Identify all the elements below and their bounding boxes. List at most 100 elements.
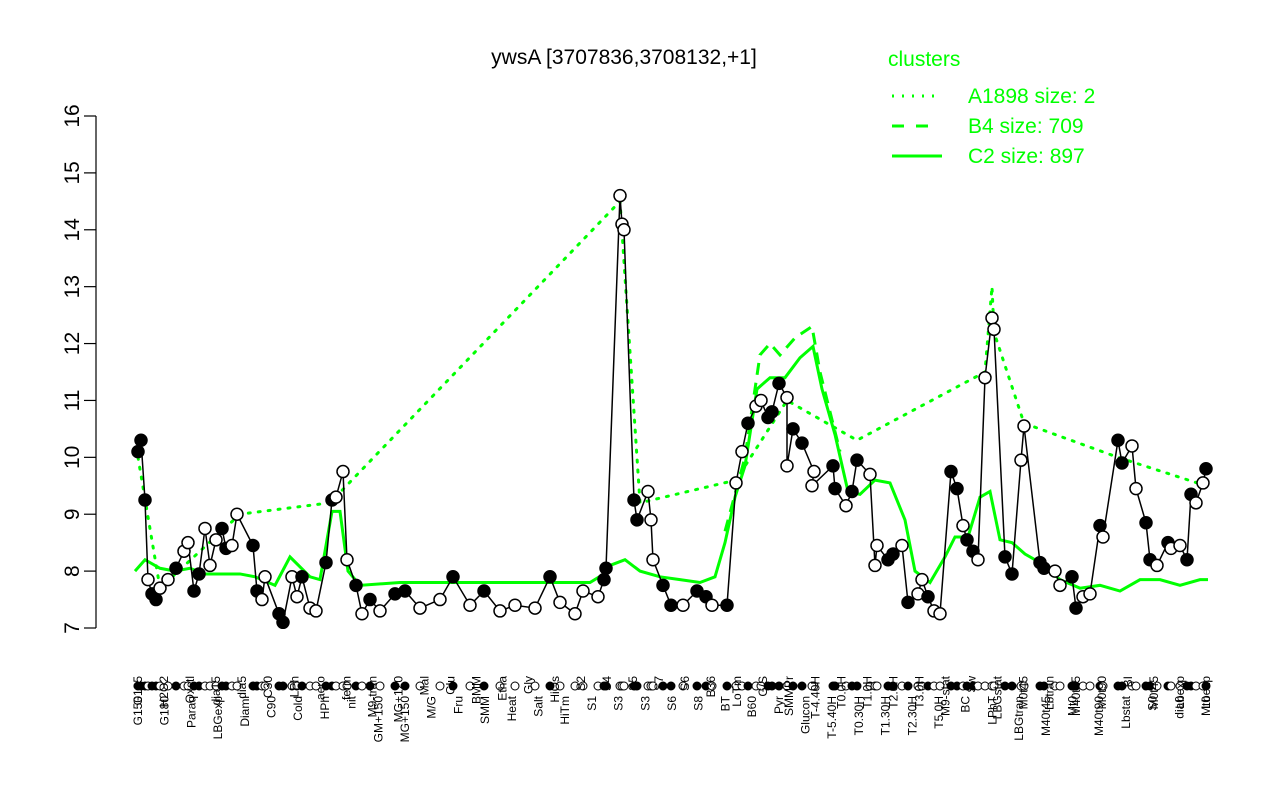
data-point [886,547,900,561]
x-tick-label: Salt [532,695,546,716]
legend-entry-b4: B4 size: 709 [968,115,1084,138]
data-point [613,188,627,203]
data-point [215,521,229,536]
legend-title: clusters [888,48,960,71]
x-tick-label: S8 [692,696,706,711]
x-tick-label: LPhT [985,695,999,724]
x-tick-label: M9-stat [939,675,953,716]
x-tick-label: T0.0H [834,676,848,709]
data-point [765,405,779,419]
rug-mark [692,681,702,691]
data-point [230,507,244,521]
data-point [664,598,678,612]
x-tick-label: T2.30H [905,696,919,735]
data-point [192,567,206,581]
data-point [644,513,658,527]
rug-mark [1117,681,1127,691]
x-tick-label: dia0 [1172,696,1186,719]
data-point [915,572,929,587]
data-point [839,498,853,513]
rug-mark [601,681,611,691]
x-tick-label: S1 [585,696,599,711]
data-point [850,453,864,467]
data-point [807,464,821,479]
rug-mark [807,681,817,691]
data-point [805,479,819,493]
rug-mark [510,681,520,691]
rug-mark [465,681,475,691]
data-point [255,592,269,607]
data-point [187,584,201,598]
data-point [1037,561,1051,576]
legend: clusters A1898 size: 2 B4 size: 709 C2 s… [888,48,1095,168]
data-point [295,570,309,584]
x-tick-label: SMMPr [782,676,796,716]
x-tick-label: LBGtran [1012,696,1026,741]
x-tick-label: G150 [131,696,145,726]
data-point [493,604,507,618]
rug-mark [1039,681,1049,691]
x-tick-label: B36 [704,676,718,698]
data-point [1093,518,1107,533]
data-point [131,444,145,459]
cluster-line [136,197,1208,592]
rug-mark [578,681,588,691]
x-tick-label: M0t90 [1095,676,1109,710]
data-point [956,518,970,533]
data-point [630,513,644,527]
rug-mark [1019,681,1029,691]
data-point [720,598,734,612]
data-point [971,552,985,567]
data-point [1065,570,1079,584]
rug-mark [479,681,489,691]
data-point [987,322,1001,337]
x-tick-label: Mt0 [1066,696,1080,716]
data-point [225,538,239,553]
x-tick-label: M0t45 [1147,676,1161,710]
x-tick-label: GM+150 [371,696,385,743]
x-tick-label: Glucon [799,696,813,734]
rug-mark [390,681,400,691]
rug-mark [415,681,425,691]
rug-mark [788,681,798,691]
x-tick-label: dia5 [235,676,249,699]
data-point [1115,456,1129,470]
data-point [641,484,655,499]
data-point [795,436,809,450]
rug-mark [495,681,505,691]
x-tick-label: T2.0H [886,676,900,709]
data-point [960,533,974,547]
rug-mark [888,681,898,691]
chart-title: ywsA [3707836,3708132,+1] [491,46,757,69]
x-tick-label: Fru [451,696,465,714]
rug-mark [171,681,181,691]
data-point [1053,578,1067,593]
x-tick-label: M/G [425,696,439,719]
data-point [1005,567,1019,581]
rug-mark [1085,681,1095,691]
y-tick-label: 11 [61,390,84,412]
x-tick-label: M40t45 [1069,676,1083,716]
data-point [627,493,641,507]
data-point [826,459,840,473]
data-point [950,481,964,496]
data-point [845,484,859,499]
x-tick-label: BMM [470,676,484,704]
data-point [828,481,842,496]
data-point [1125,439,1139,453]
data-point [1048,564,1062,578]
rug-mark [830,681,840,691]
data-point [1180,552,1194,567]
data-point [355,607,369,621]
rug-mark [1131,681,1141,691]
x-rug [133,681,1211,691]
data-point [944,464,958,479]
data-point [161,572,175,587]
y-tick-label: 13 [61,275,84,298]
data-point [985,311,999,325]
data-point [780,459,794,473]
legend-entry-a1898: A1898 size: 2 [968,85,1095,108]
data-point [340,552,354,567]
x-tick-label: M40t45 [1039,696,1053,736]
x-tick-label: BI [1121,676,1135,687]
